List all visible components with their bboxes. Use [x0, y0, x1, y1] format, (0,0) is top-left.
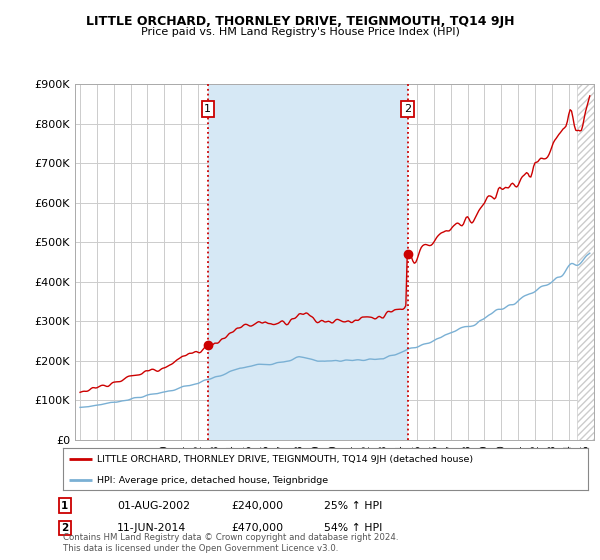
Text: 11-JUN-2014: 11-JUN-2014 [117, 523, 186, 533]
Text: LITTLE ORCHARD, THORNLEY DRIVE, TEIGNMOUTH, TQ14 9JH (detached house): LITTLE ORCHARD, THORNLEY DRIVE, TEIGNMOU… [97, 455, 473, 464]
Text: LITTLE ORCHARD, THORNLEY DRIVE, TEIGNMOUTH, TQ14 9JH: LITTLE ORCHARD, THORNLEY DRIVE, TEIGNMOU… [86, 15, 514, 27]
Text: HPI: Average price, detached house, Teignbridge: HPI: Average price, detached house, Teig… [97, 476, 328, 485]
Text: 25% ↑ HPI: 25% ↑ HPI [324, 501, 382, 511]
Text: 01-AUG-2002: 01-AUG-2002 [117, 501, 190, 511]
Text: Contains HM Land Registry data © Crown copyright and database right 2024.
This d: Contains HM Land Registry data © Crown c… [63, 533, 398, 553]
Bar [577, 84, 600, 440]
Text: 54% ↑ HPI: 54% ↑ HPI [324, 523, 382, 533]
Text: £470,000: £470,000 [231, 523, 283, 533]
Text: £240,000: £240,000 [231, 501, 283, 511]
Text: 2: 2 [61, 523, 68, 533]
Text: 1: 1 [204, 104, 211, 114]
Bar [208, 84, 407, 440]
Text: Price paid vs. HM Land Registry's House Price Index (HPI): Price paid vs. HM Land Registry's House … [140, 27, 460, 37]
Text: 2: 2 [404, 104, 411, 114]
Text: 1: 1 [61, 501, 68, 511]
